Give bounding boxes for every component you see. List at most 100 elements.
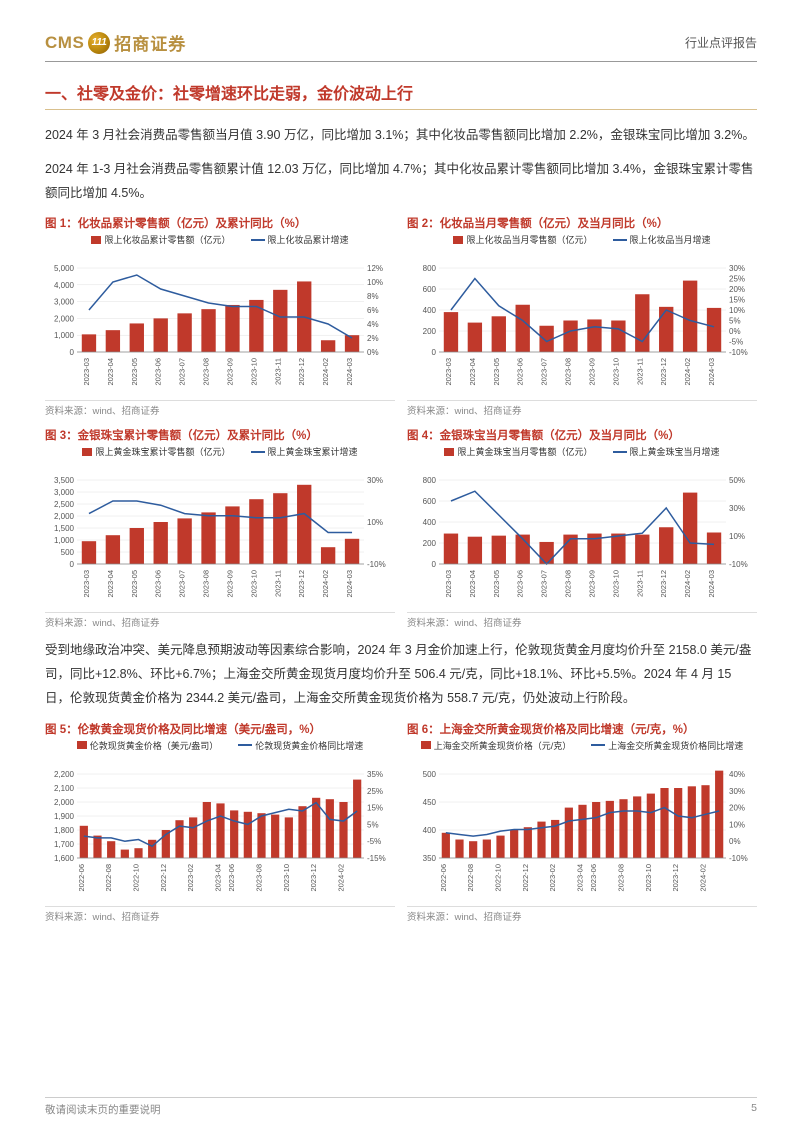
svg-text:2023-12: 2023-12 <box>297 358 306 386</box>
svg-text:2023-06: 2023-06 <box>227 864 236 892</box>
svg-text:3,000: 3,000 <box>54 488 75 497</box>
svg-text:2022-12: 2022-12 <box>521 864 530 892</box>
svg-text:2023-03: 2023-03 <box>444 358 453 386</box>
svg-text:2023-12: 2023-12 <box>309 864 318 892</box>
section-title: 一、社零及金价：社零增速环比走弱，金价波动上行 <box>45 80 757 110</box>
svg-text:0: 0 <box>70 560 75 569</box>
chart-2-source: 资料来源：wind、招商证券 <box>407 400 757 417</box>
chart-6-cell: 图 6：上海金交所黄金现货价格及同比增速（元/克，%） 上海金交所黄金现货价格（… <box>407 721 757 931</box>
svg-text:2023-03: 2023-03 <box>444 570 453 598</box>
svg-text:3,500: 3,500 <box>54 476 75 485</box>
svg-text:2023-04: 2023-04 <box>106 358 115 386</box>
svg-text:1,800: 1,800 <box>54 826 75 835</box>
chart-row-3: 图 5：伦敦黄金现货价格及同比增速（美元/盎司，%） 伦敦现货黄金价格（美元/盎… <box>45 721 757 931</box>
svg-text:2023-06: 2023-06 <box>154 358 163 386</box>
svg-text:2023-05: 2023-05 <box>130 570 139 598</box>
svg-text:-5%: -5% <box>367 837 381 846</box>
svg-text:2024-03: 2024-03 <box>345 570 354 598</box>
svg-text:10%: 10% <box>367 278 383 287</box>
svg-text:2023-09: 2023-09 <box>225 358 234 386</box>
svg-text:2024-02: 2024-02 <box>321 570 330 598</box>
svg-text:2022-10: 2022-10 <box>132 864 141 892</box>
svg-text:800: 800 <box>423 264 437 273</box>
svg-text:20%: 20% <box>729 803 745 812</box>
svg-text:2023-02: 2023-02 <box>186 864 195 892</box>
chart-4-cell: 图 4：金银珠宝当月零售额（亿元）及当月同比（%） 限上黄金珠宝当月零售额（亿元… <box>407 427 757 637</box>
logo-group: CMS 111 招商证券 <box>45 30 186 55</box>
svg-text:2,100: 2,100 <box>54 784 75 793</box>
svg-text:-10%: -10% <box>367 560 386 569</box>
svg-text:800: 800 <box>423 476 437 485</box>
svg-text:15%: 15% <box>367 803 383 812</box>
svg-text:10%: 10% <box>367 518 383 527</box>
chart-6-source: 资料来源：wind、招商证券 <box>407 906 757 923</box>
chart-3-title: 图 3：金银珠宝累计零售额（亿元）及累计同比（%） <box>45 427 395 443</box>
svg-text:2024-02: 2024-02 <box>683 358 692 386</box>
svg-text:0: 0 <box>70 348 75 357</box>
chart-row-2: 图 3：金银珠宝累计零售额（亿元）及累计同比（%） 限上黄金珠宝累计零售额（亿元… <box>45 427 757 637</box>
document-type: 行业点评报告 <box>685 34 757 51</box>
chart-2-title: 图 2：化妆品当月零售额（亿元）及当月同比（%） <box>407 215 757 231</box>
chart-6: 上海金交所黄金现货价格（元/克） 上海金交所黄金现货价格同比增速 3504004… <box>407 739 757 904</box>
svg-text:0%: 0% <box>729 327 741 336</box>
chart-3: 限上黄金珠宝累计零售额（亿元） 限上黄金珠宝累计增速 05001,0001,50… <box>45 445 395 610</box>
svg-text:0%: 0% <box>367 348 379 357</box>
svg-text:2023-10: 2023-10 <box>644 864 653 892</box>
svg-text:-5%: -5% <box>729 338 743 347</box>
svg-text:2023-08: 2023-08 <box>202 358 211 386</box>
svg-text:2024-03: 2024-03 <box>707 358 716 386</box>
chart-4: 限上黄金珠宝当月零售额（亿元） 限上黄金珠宝当月增速 0200400600800… <box>407 445 757 610</box>
svg-text:25%: 25% <box>729 275 745 284</box>
svg-text:2023-05: 2023-05 <box>492 358 501 386</box>
svg-text:1,700: 1,700 <box>54 840 75 849</box>
svg-text:2023-07: 2023-07 <box>178 570 187 598</box>
svg-text:2023-03: 2023-03 <box>82 570 91 598</box>
svg-text:2023-06: 2023-06 <box>516 358 525 386</box>
svg-text:2023-04: 2023-04 <box>468 358 477 386</box>
svg-text:2023-08: 2023-08 <box>564 358 573 386</box>
svg-text:-15%: -15% <box>367 854 386 863</box>
svg-text:30%: 30% <box>367 476 383 485</box>
svg-text:2023-08: 2023-08 <box>617 864 626 892</box>
svg-text:2024-02: 2024-02 <box>683 570 692 598</box>
svg-text:1,000: 1,000 <box>54 331 75 340</box>
svg-text:2024-03: 2024-03 <box>345 358 354 386</box>
svg-text:2023-07: 2023-07 <box>540 570 549 598</box>
svg-text:500: 500 <box>423 770 437 779</box>
svg-text:2023-06: 2023-06 <box>516 570 525 598</box>
svg-text:2023-10: 2023-10 <box>611 358 620 386</box>
paragraph-1: 2024 年 3 月社会消费品零售额当月值 3.90 万亿，同比增加 3.1%；… <box>45 124 757 148</box>
svg-text:2024-02: 2024-02 <box>699 864 708 892</box>
svg-text:0: 0 <box>432 560 437 569</box>
svg-text:2022-12: 2022-12 <box>159 864 168 892</box>
svg-text:2023-10: 2023-10 <box>282 864 291 892</box>
svg-text:2023-11: 2023-11 <box>273 570 282 597</box>
svg-text:0: 0 <box>432 348 437 357</box>
svg-text:2023-12: 2023-12 <box>671 864 680 892</box>
svg-text:200: 200 <box>423 327 437 336</box>
svg-text:35%: 35% <box>367 770 383 779</box>
svg-text:8%: 8% <box>367 292 379 301</box>
svg-text:2023-09: 2023-09 <box>587 358 596 386</box>
svg-text:2023-06: 2023-06 <box>589 864 598 892</box>
page-footer: 敬请阅读末页的重要说明 5 <box>45 1097 757 1117</box>
chart-2: 限上化妆品当月零售额（亿元） 限上化妆品当月增速 0200400600800-1… <box>407 233 757 398</box>
chart-5: 伦敦现货黄金价格（美元/盎司） 伦敦现货黄金价格同比增速 1,6001,7001… <box>45 739 395 904</box>
svg-text:2023-05: 2023-05 <box>130 358 139 386</box>
svg-text:2023-05: 2023-05 <box>492 570 501 598</box>
chart-1-source: 资料来源：wind、招商证券 <box>45 400 395 417</box>
chart-4-source: 资料来源：wind、招商证券 <box>407 612 757 629</box>
svg-text:-10%: -10% <box>729 348 748 357</box>
chart-5-cell: 图 5：伦敦黄金现货价格及同比增速（美元/盎司，%） 伦敦现货黄金价格（美元/盎… <box>45 721 395 931</box>
svg-text:4%: 4% <box>367 320 379 329</box>
chart-row-1: 图 1：化妆品累计零售额（亿元）及累计同比（%） 限上化妆品累计零售额（亿元） … <box>45 215 757 425</box>
svg-text:200: 200 <box>423 539 437 548</box>
chart-4-title: 图 4：金银珠宝当月零售额（亿元）及当月同比（%） <box>407 427 757 443</box>
svg-text:2023-10: 2023-10 <box>249 570 258 598</box>
svg-text:500: 500 <box>61 548 75 557</box>
svg-text:600: 600 <box>423 285 437 294</box>
logo-en: CMS <box>45 33 84 53</box>
svg-text:1,000: 1,000 <box>54 536 75 545</box>
svg-text:2023-09: 2023-09 <box>587 570 596 598</box>
svg-text:400: 400 <box>423 826 437 835</box>
